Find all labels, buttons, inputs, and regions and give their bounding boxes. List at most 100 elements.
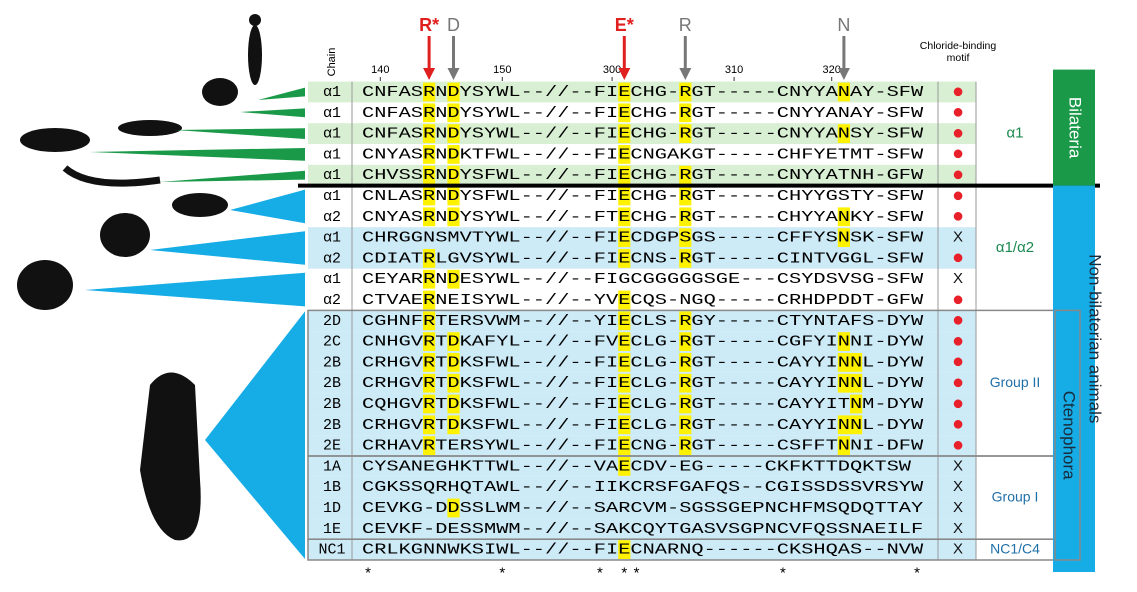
motif: ● [952,434,964,456]
highlight [423,394,436,414]
motif: X [953,457,963,474]
row-band [308,456,976,477]
motif: ● [952,351,964,373]
mouse [202,78,238,106]
highlight [850,415,863,435]
highlight [850,373,863,393]
highlight [423,353,436,372]
row-band [308,268,976,290]
highlight [447,332,460,351]
group-label: Group I [992,488,1039,504]
highlight [447,103,460,123]
highlight [837,124,850,143]
chain-label: 2B [323,417,341,434]
chain-label: α1 [323,188,341,205]
highlight [679,373,692,393]
clade-label: Non-bilaterian animals [1086,254,1105,423]
group-label: NC1/C4 [990,540,1040,556]
chain-label: α2 [323,250,341,267]
highlight [618,145,631,164]
sequence: CRHGVRTDKSFWL--//--FIECLG-RGT-----CAYYIN… [362,375,923,392]
chain-label: 1A [323,458,341,475]
highlight [423,415,436,435]
motif: X [953,270,963,287]
group-label: α1 [1006,125,1023,142]
motif: ● [952,163,964,185]
position-number: 300 [603,64,621,76]
row-band [308,144,976,165]
motif: X [953,499,963,516]
highlight [679,228,692,247]
motif: ● [952,184,964,206]
position-number: 310 [725,64,743,76]
highlight [837,82,850,102]
highlight [679,353,692,372]
lineage-wedge [175,128,305,139]
clade-label: Ctenophora [1060,391,1079,480]
highlight [423,124,436,143]
lineage-wedge [85,272,305,307]
row-band [308,227,976,248]
highlight [837,207,850,227]
ctenophore [140,372,201,541]
chain-label: 1D [323,500,341,517]
highlight [447,353,460,372]
highlight [423,249,436,268]
row-band [308,414,976,436]
highlight [447,207,460,227]
clade-inner [1054,309,1081,561]
highlight [837,415,850,435]
highlight [837,373,850,393]
motif: ● [952,288,964,310]
marker-head [679,68,692,80]
highlight [447,124,460,143]
sequence: CHVSSRNDYSFWL--//--FIECHG-RGT-----CNYYAT… [362,167,923,184]
fish [118,120,182,136]
group-label: Group II [990,374,1041,390]
sequence: CYSANEGHKTTWL--//--VAECDV-EG-----CKFKTTD… [362,458,911,475]
highlight [618,353,631,372]
row-band [308,185,976,207]
sequence: CQHGVRTDKSFWL--//--FIECLG-RGT-----CAYYIT… [362,396,923,413]
marker-head [423,68,436,80]
marker-head [618,68,631,80]
chain-label: 1B [323,479,341,496]
marker-head [837,68,850,80]
highlight [837,353,850,372]
chain-label: 2B [323,396,341,413]
highlight [618,415,631,435]
highlight [618,249,631,268]
motif: ● [952,247,964,269]
highlight [679,394,692,414]
motif: ● [952,309,964,331]
highlight [447,186,460,206]
lineage-wedge [230,189,305,224]
highlight [679,103,692,123]
sequence: CEYARRNDESYWL--//--FIGCGGGGGSGE---CSYDSV… [362,271,923,288]
conserved-mark: * [621,565,627,582]
row-band [308,518,976,540]
highlight [618,124,631,143]
highlight [679,415,692,435]
highlight [618,290,631,310]
highlight [447,82,460,102]
sequence: CDIATRLGVSYWL--//--FIECNS-RGT-----CINTVG… [362,250,923,267]
sequence: CRHGVRTDKSFWL--//--FIECLG-RGT-----CAYYIN… [362,417,923,434]
highlight [423,186,436,206]
silhouettes [17,14,262,541]
highlight [618,311,631,331]
highlight [423,103,436,123]
chain-label: α1 [323,84,341,101]
row-band [308,435,976,456]
highlight [423,290,436,310]
lineage-wedge [240,108,305,118]
sequence: CNFASRNDYSYWL--//--FIECHG-RGT-----CNYYAN… [362,105,923,122]
motif: ● [952,122,964,144]
sponge [17,260,73,310]
row-band [308,164,976,186]
highlight [447,415,460,435]
chain-label: α1 [323,167,341,184]
highlight [618,103,631,123]
highlight [423,332,436,351]
human [248,25,262,85]
